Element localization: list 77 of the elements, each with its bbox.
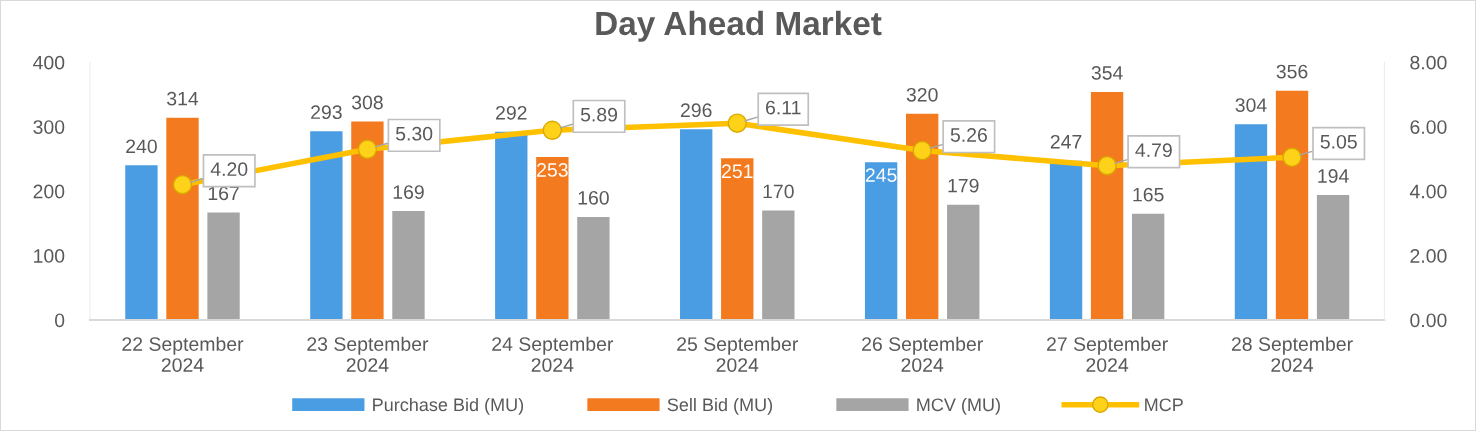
y-tick-label: 100 xyxy=(34,249,65,263)
chart-title: Day Ahead Market xyxy=(596,10,882,42)
point xyxy=(172,174,193,195)
bar xyxy=(495,131,528,321)
legend-label: MCP xyxy=(1145,398,1183,412)
y2-tick-label: 8.00 xyxy=(1410,55,1447,70)
bar xyxy=(310,131,343,321)
data-label: 296 xyxy=(680,103,712,118)
x-tick-label: 26 September 2024 xyxy=(862,336,983,372)
y-tick-label: 0 xyxy=(54,313,65,328)
point xyxy=(542,120,563,140)
data-label: 165 xyxy=(1133,187,1164,202)
data-label: 169 xyxy=(393,185,424,199)
legend-label: Purchase Bid (MU) xyxy=(373,397,524,415)
data-label: 5.05 xyxy=(1320,134,1357,149)
bar xyxy=(1131,213,1165,321)
point xyxy=(912,140,932,161)
y-tick-label: 300 xyxy=(33,120,65,134)
data-label: 170 xyxy=(763,184,794,199)
data-label: 240 xyxy=(126,139,157,154)
data-label: 4.20 xyxy=(210,162,248,177)
data-label: 247 xyxy=(1050,134,1082,149)
bar xyxy=(536,157,569,321)
data-label: 356 xyxy=(1276,64,1308,79)
x-tick-label: 22 September 2024 xyxy=(122,336,244,372)
data-label: 304 xyxy=(1235,98,1267,112)
data-label: 251 xyxy=(722,164,753,179)
x-tick-label: 28 September 2024 xyxy=(1231,336,1353,372)
data-label: 245 xyxy=(865,168,897,182)
bar xyxy=(351,121,384,321)
y2-tick-label: 2.00 xyxy=(1410,249,1447,263)
bar xyxy=(864,162,898,321)
x-tick-label: 27 September 2024 xyxy=(1047,336,1168,372)
x-tick-label: 24 September 2024 xyxy=(492,336,614,372)
bar xyxy=(721,158,754,321)
data-label: 308 xyxy=(351,95,383,110)
data-label: 167 xyxy=(208,186,239,201)
data-label: 292 xyxy=(496,105,527,120)
x-tick-label: 23 September 2024 xyxy=(307,336,429,372)
bar xyxy=(577,216,610,321)
bar xyxy=(680,129,713,321)
point xyxy=(357,139,378,159)
y2-tick-label: 6.00 xyxy=(1410,120,1447,134)
bar xyxy=(207,212,240,321)
bar xyxy=(1316,195,1350,321)
point xyxy=(1282,147,1302,168)
data-label: 293 xyxy=(311,105,342,120)
point xyxy=(727,113,747,133)
data-label: 5.30 xyxy=(395,126,433,141)
bar xyxy=(1090,91,1124,321)
data-label: 160 xyxy=(578,190,609,205)
x-tick-label: 25 September 2024 xyxy=(677,336,799,372)
bar xyxy=(762,210,795,321)
bar xyxy=(1234,124,1268,321)
y2-tick-label: 4.00 xyxy=(1409,184,1447,199)
data-label: 194 xyxy=(1318,169,1349,183)
legend-label: MCV (MU) xyxy=(917,397,1000,415)
data-label: 5.26 xyxy=(950,128,987,142)
y-tick-label: 400 xyxy=(33,55,65,70)
data-label: 4.79 xyxy=(1135,143,1172,158)
legend-label: Sell Bid (MU) xyxy=(667,397,773,415)
data-label: 314 xyxy=(167,91,199,106)
y-tick-label: 200 xyxy=(33,184,65,199)
bar xyxy=(1275,90,1309,321)
data-label: 253 xyxy=(537,163,568,177)
bar xyxy=(947,204,980,321)
y2-tick-label: 0.00 xyxy=(1410,313,1447,328)
data-label: 179 xyxy=(948,178,979,193)
data-label: 6.11 xyxy=(766,100,801,115)
data-label: 5.89 xyxy=(580,107,618,122)
bar xyxy=(906,113,939,321)
data-label: 320 xyxy=(906,87,938,102)
data-label: 354 xyxy=(1091,65,1123,80)
bar xyxy=(166,117,199,321)
bar xyxy=(392,211,425,321)
point xyxy=(1097,155,1117,176)
bar xyxy=(125,165,158,321)
